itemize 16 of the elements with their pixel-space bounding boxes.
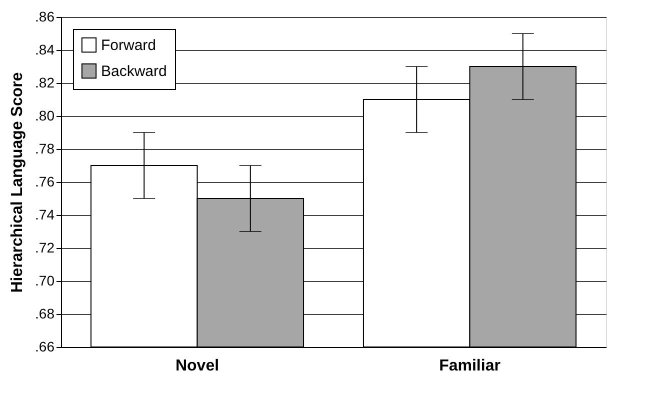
y-tick-label: .80	[35, 108, 55, 124]
y-tick-label: .82	[35, 74, 55, 90]
y-tick-label: .86	[35, 8, 55, 24]
x-tick-label: Familiar	[439, 358, 500, 374]
y-tick-label: .76	[35, 174, 55, 190]
y-tick-label: .70	[35, 272, 55, 288]
y-tick-label: .68	[35, 306, 55, 322]
y-tick-label: .78	[35, 140, 55, 156]
legend-label: Backward	[101, 63, 167, 80]
y-tick-label: .72	[35, 240, 55, 256]
y-tick-label: .66	[35, 338, 55, 354]
legend-label: Forward	[101, 37, 156, 54]
y-tick-label: .74	[35, 206, 55, 222]
x-tick-label: Novel	[175, 358, 220, 374]
y-axis-title: Hierarchical Language Score	[9, 72, 26, 293]
y-tick-label: .84	[35, 42, 55, 58]
